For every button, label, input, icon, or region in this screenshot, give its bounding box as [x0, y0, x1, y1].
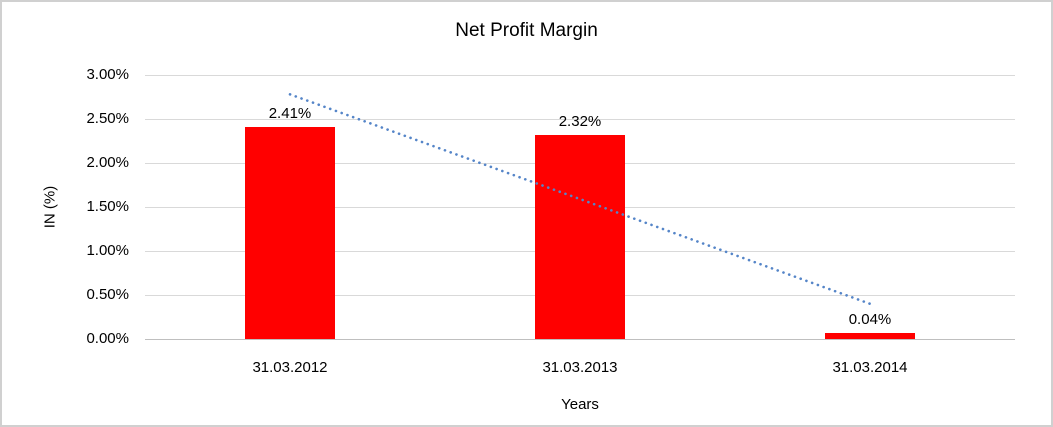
- x-tick-label: 31.03.2012: [252, 359, 328, 376]
- y-tick-label: 0.00%: [86, 330, 129, 347]
- y-tick-label: 1.00%: [86, 242, 129, 259]
- x-tick-label: 31.03.2014: [832, 359, 908, 376]
- data-label: 0.04%: [848, 311, 892, 328]
- bar-31.03.2014: [825, 333, 915, 339]
- data-label: 2.41%: [268, 104, 312, 122]
- x-tick-label: 31.03.2013: [542, 359, 618, 376]
- y-tick-label: 1.50%: [86, 198, 129, 215]
- y-tick-label: 3.00%: [86, 66, 129, 83]
- data-label: 2.32%: [558, 112, 602, 130]
- y-tick-label: 2.50%: [86, 110, 129, 127]
- gridline: [145, 74, 1015, 76]
- bar-31.03.2012: [245, 126, 335, 339]
- x-axis-title: Years: [561, 396, 599, 413]
- y-tick-label: 0.50%: [86, 286, 129, 303]
- x-axis-line: [145, 338, 1015, 340]
- y-tick-label: 2.00%: [86, 154, 129, 171]
- chart-title: Net Profit Margin: [455, 20, 598, 41]
- bar-31.03.2013: [535, 134, 625, 339]
